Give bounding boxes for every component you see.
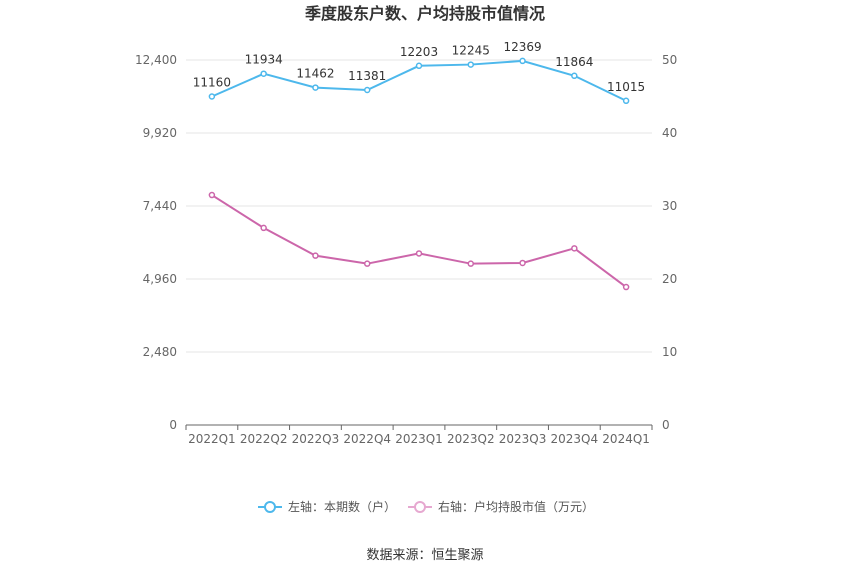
data-label: 12369 [503, 40, 541, 54]
data-point[interactable] [208, 93, 216, 100]
data-point[interactable] [571, 245, 578, 252]
legend-item-households[interactable]: 左轴：本期数（户） [258, 499, 396, 514]
right-tick-label: 40 [662, 126, 677, 140]
right-tick-label: 30 [662, 199, 677, 213]
data-label: 11934 [245, 53, 283, 67]
left-tick-label: 4,960 [143, 272, 177, 286]
x-tick-label: 2023Q2 [447, 432, 495, 446]
data-label: 11015 [607, 80, 645, 94]
data-point[interactable] [363, 260, 371, 267]
data-point[interactable] [312, 252, 319, 259]
right-axis: 0 10 20 30 40 50 [662, 53, 677, 432]
data-point[interactable] [622, 97, 630, 105]
legend-label-households: 左轴：本期数（户） [288, 499, 396, 514]
right-tick-label: 50 [662, 53, 677, 67]
data-point[interactable] [519, 259, 526, 267]
x-tick-label: 2023Q1 [395, 432, 443, 446]
data-label: 11381 [348, 69, 386, 83]
data-label: 11864 [555, 55, 593, 69]
x-tick-label: 2022Q4 [343, 432, 391, 446]
left-axis: 0 2,480 4,960 7,440 9,920 12,400 [135, 53, 177, 432]
left-tick-label: 2,480 [143, 345, 177, 359]
legend: 左轴：本期数（户） 右轴：户均持股市值（万元） [258, 499, 594, 514]
right-tick-label: 20 [662, 272, 677, 286]
data-point[interactable] [260, 224, 267, 232]
data-label: 11160 [193, 76, 231, 90]
grid-lines [186, 59, 652, 353]
data-point[interactable] [467, 260, 475, 267]
left-tick-label: 9,920 [143, 126, 177, 140]
data-point[interactable] [467, 61, 475, 68]
right-tick-label: 0 [662, 418, 670, 432]
data-point[interactable] [260, 70, 267, 77]
data-point[interactable] [312, 84, 319, 91]
chart-title: 季度股东户数、户均持股市值情况 [304, 4, 545, 23]
x-tick-label: 2022Q3 [292, 432, 340, 446]
left-tick-label: 7,440 [143, 199, 177, 213]
x-tick-label: 2022Q1 [188, 432, 236, 446]
data-label: 12245 [452, 44, 490, 58]
legend-label-avg-value: 右轴：户均持股市值（万元） [438, 499, 594, 514]
data-label: 12203 [400, 45, 438, 59]
x-tick-label: 2023Q4 [551, 432, 599, 446]
left-tick-label: 0 [169, 418, 177, 432]
data-point[interactable] [571, 72, 578, 80]
x-tick-label: 2024Q1 [602, 432, 650, 446]
left-tick-label: 12,400 [135, 53, 177, 67]
data-point[interactable] [622, 283, 630, 291]
data-point[interactable] [208, 191, 216, 199]
series-line-1 [211, 194, 627, 288]
x-tick-label: 2022Q2 [240, 432, 288, 446]
legend-item-avg-value[interactable]: 右轴：户均持股市值（万元） [408, 499, 594, 514]
legend-marker-households [264, 501, 276, 513]
data-point[interactable] [363, 86, 371, 94]
legend-marker-avg-value [414, 501, 426, 513]
x-axis: 2022Q1 2022Q2 2022Q3 2022Q4 2023Q1 2023Q2 2023… [185, 424, 653, 446]
data-point[interactable] [415, 62, 423, 70]
data-point[interactable] [519, 57, 526, 65]
source-note: 数据来源：恒生聚源 [366, 548, 483, 563]
x-tick-label: 2023Q3 [499, 432, 547, 446]
data-label: 11462 [296, 67, 334, 81]
data-point[interactable] [415, 250, 423, 257]
right-tick-label: 10 [662, 345, 677, 359]
series-layer: 11160 11934 11462 11381 12203 12245 12369 11864… [193, 40, 645, 291]
